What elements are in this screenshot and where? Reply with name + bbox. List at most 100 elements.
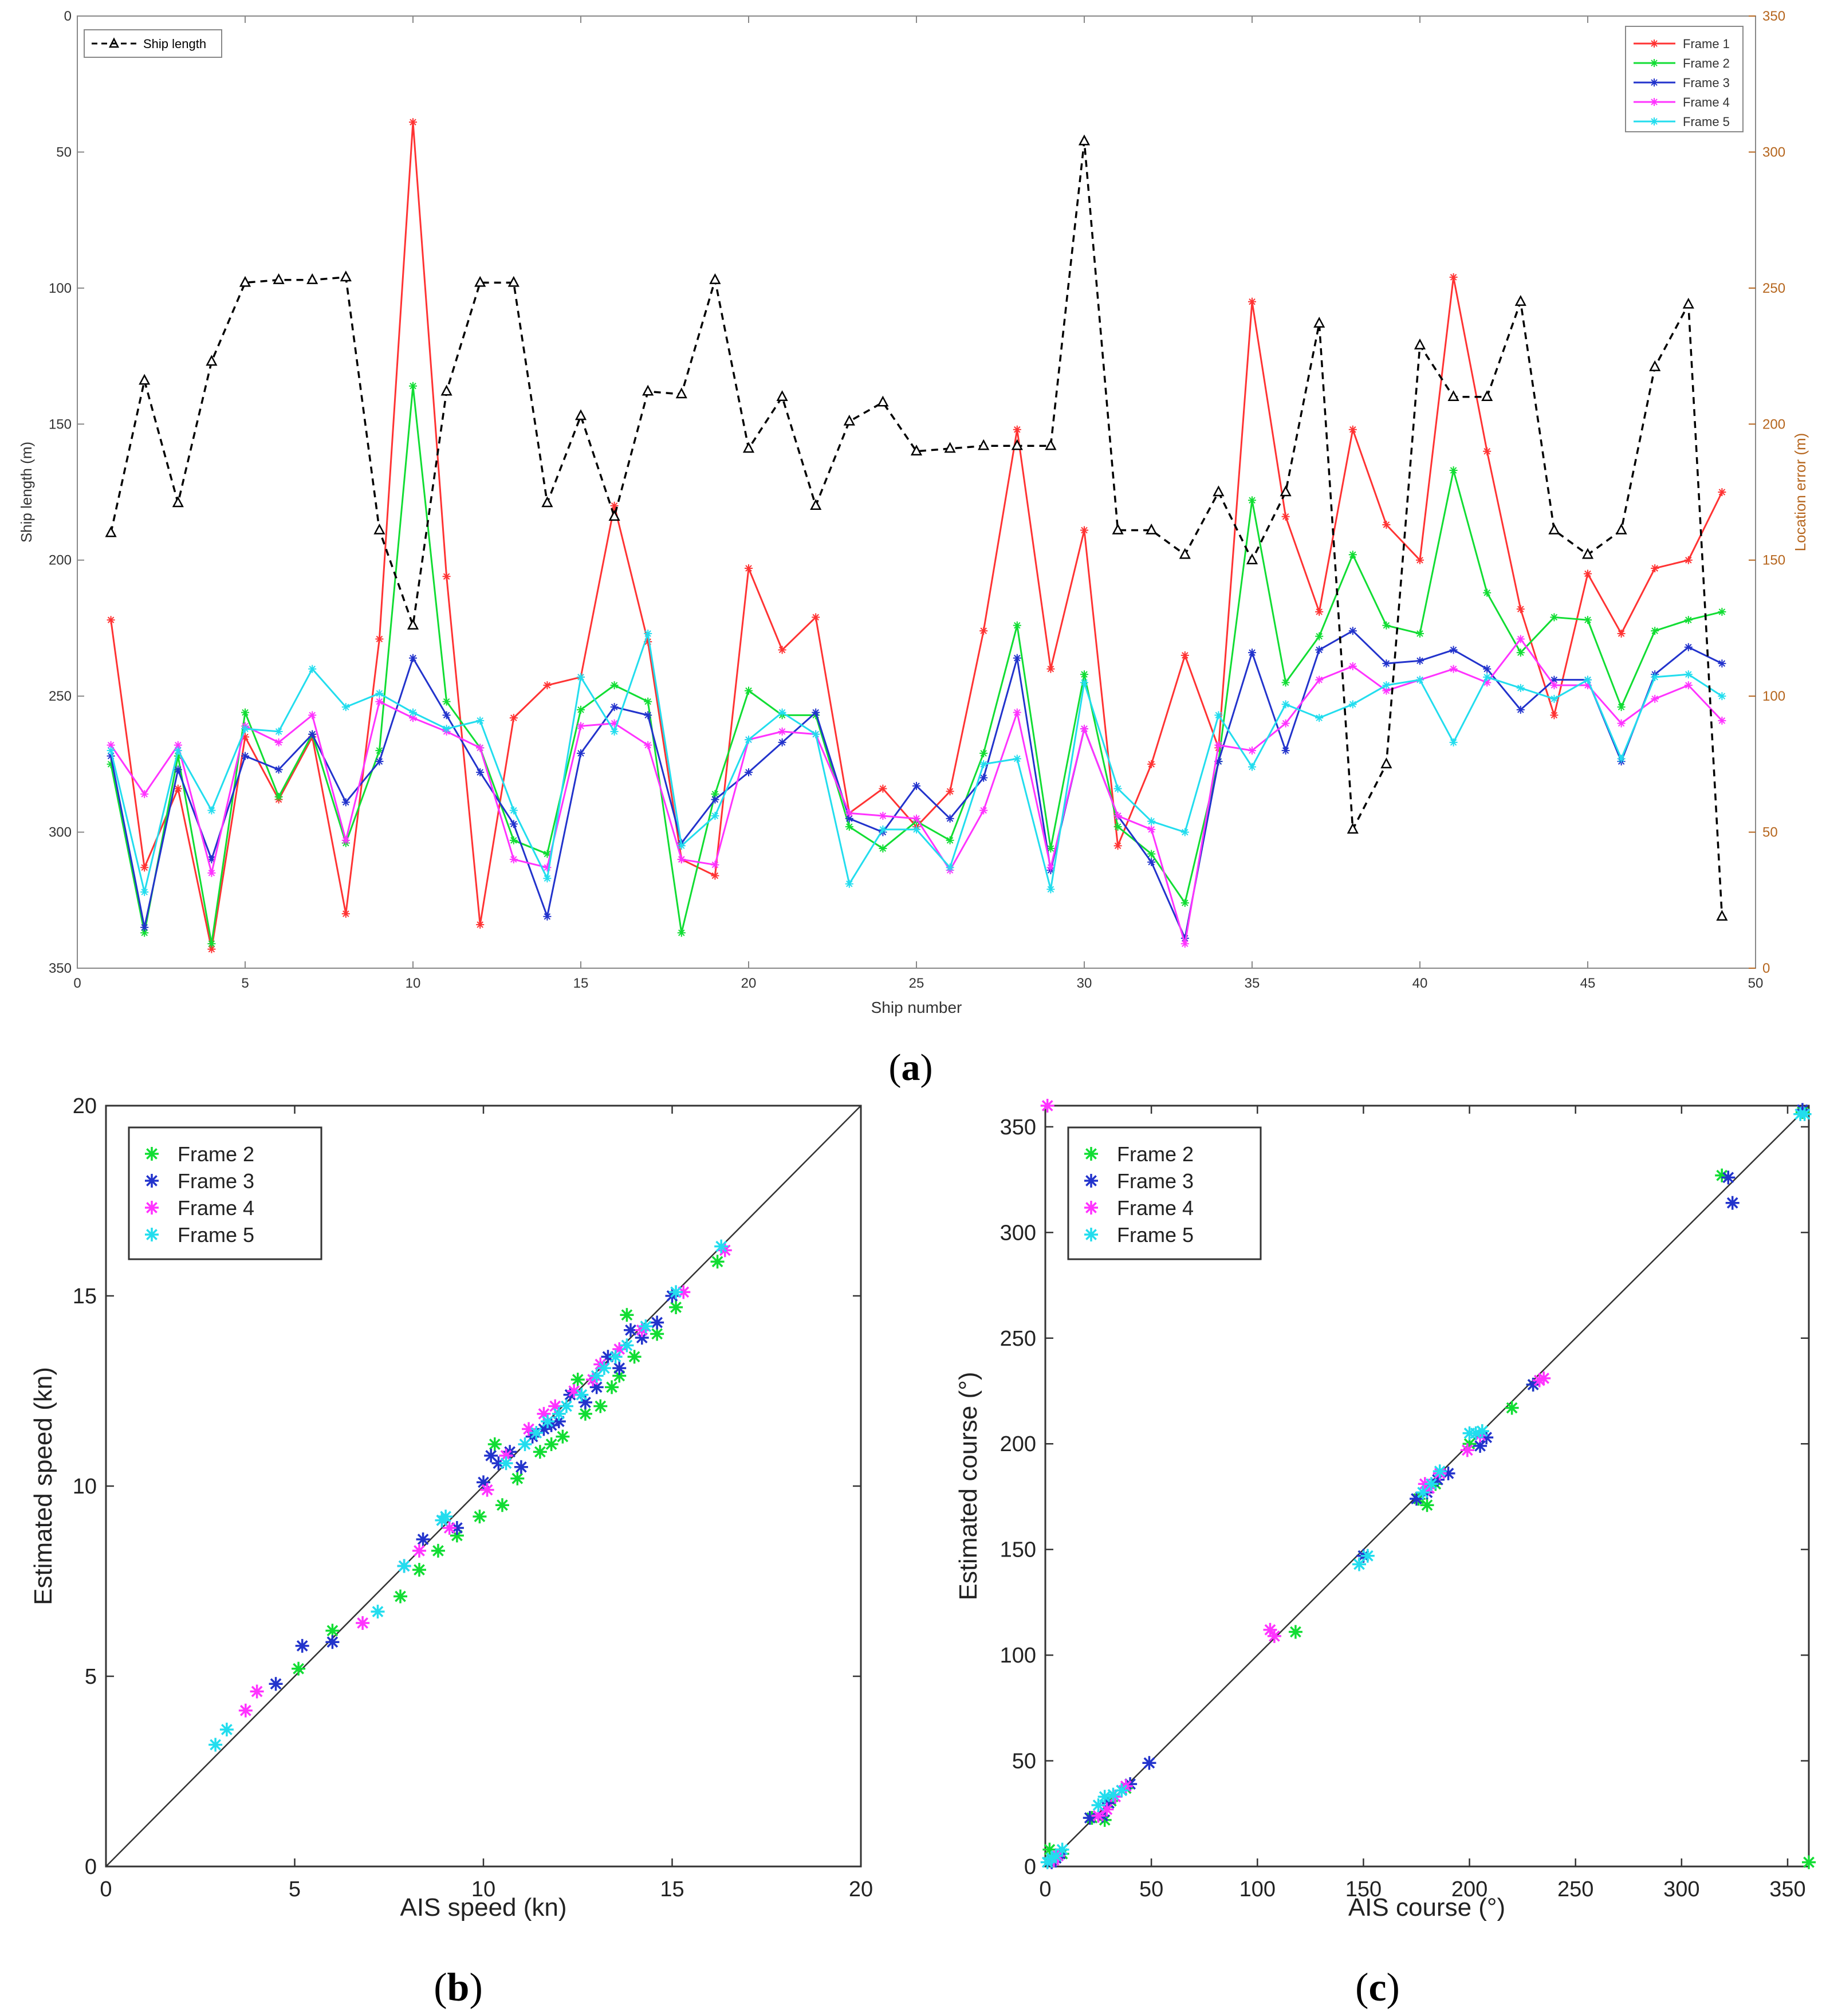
data-point (1113, 842, 1122, 850)
data-point (407, 619, 419, 630)
data-point (1550, 694, 1559, 703)
left-y-tick-label: 250 (49, 689, 72, 704)
data-point (140, 790, 149, 799)
panel-a-left-legend-box (84, 29, 222, 58)
data-point (912, 825, 920, 834)
data-point (812, 730, 820, 738)
data-point (1347, 823, 1359, 834)
data-point (1146, 523, 1158, 535)
data-point (412, 1543, 426, 1558)
data-point (1514, 294, 1526, 306)
data-point (1684, 556, 1693, 564)
data-point (140, 923, 149, 932)
series-frame-4 (107, 635, 1726, 948)
data-point (518, 1437, 532, 1451)
data-point (1617, 719, 1626, 728)
data-point (1142, 1756, 1156, 1770)
data-point (139, 374, 151, 385)
data-point (577, 749, 585, 757)
data-point (1581, 548, 1594, 559)
data-point (1180, 828, 1189, 836)
data-point (1113, 784, 1122, 793)
left-y-tick-label: 50 (56, 144, 72, 160)
x-tick-label: 100 (1239, 1877, 1276, 1901)
data-point (529, 1426, 544, 1440)
data-point (541, 496, 553, 508)
data-point (1315, 714, 1324, 722)
data-point (476, 768, 485, 777)
legend-entry-frame-5: Frame 5 (1634, 115, 1730, 129)
data-point (1550, 681, 1559, 690)
data-point (269, 1677, 283, 1691)
data-point (577, 705, 585, 714)
x-tick-label: 250 (1557, 1877, 1593, 1901)
data-point (1013, 708, 1021, 717)
x-tick-label: 35 (1245, 976, 1260, 991)
data-point (510, 1471, 525, 1486)
x-tick-label: 45 (1580, 976, 1596, 991)
data-point (1584, 569, 1592, 578)
data-point (1180, 651, 1189, 659)
asterisk-marker-icon (1084, 1147, 1098, 1161)
data-point (1147, 817, 1156, 826)
data-point (1802, 1855, 1816, 1869)
data-point (1315, 675, 1324, 684)
panel-a: 0 5 10 15 20 25 30 35 40 45 50 0501001502002503003… (18, 9, 1809, 1088)
data-point (810, 499, 822, 510)
data-point (308, 711, 317, 720)
left-y-tick-label: 150 (49, 416, 72, 432)
data-point (1483, 673, 1492, 681)
data-point (650, 1315, 664, 1330)
triangle-marker-icon (108, 37, 120, 48)
data-point (944, 442, 956, 453)
asterisk-marker-icon (145, 1201, 159, 1215)
data-point (1449, 273, 1458, 281)
data-point (1483, 665, 1492, 673)
data-point (1112, 523, 1124, 535)
data-point (1718, 488, 1726, 496)
data-point (608, 1350, 623, 1364)
data-point (431, 1543, 445, 1558)
x-tick-label: 50 (1139, 1877, 1163, 1901)
legend-label: Frame 4 (178, 1196, 254, 1220)
series-ship-length (105, 134, 1728, 921)
data-point (1416, 556, 1424, 564)
data-point (1011, 439, 1023, 450)
data-point (341, 910, 350, 918)
data-point (1080, 670, 1088, 679)
data-point (1718, 716, 1726, 725)
legend-label: Frame 5 (1683, 115, 1730, 129)
data-point (778, 738, 786, 746)
data-point (476, 716, 485, 725)
data-point (474, 276, 486, 287)
legend-label: Frame 2 (1683, 56, 1730, 70)
data-point (812, 613, 820, 622)
data-point (397, 1559, 411, 1573)
data-point (1280, 485, 1292, 497)
data-point (610, 501, 619, 510)
data-point (1115, 1783, 1129, 1798)
right-y-tick-label: 250 (1762, 281, 1785, 296)
data-point (274, 727, 283, 736)
right-y-tick-label: 50 (1762, 825, 1778, 840)
data-point (644, 697, 652, 706)
data-point (1651, 564, 1659, 572)
data-point (274, 738, 283, 746)
data-point (644, 711, 652, 720)
data-point (912, 814, 920, 823)
data-point (946, 787, 954, 796)
data-point (509, 714, 518, 722)
data-point (1382, 520, 1391, 529)
data-point (325, 1635, 340, 1649)
data-point (879, 784, 887, 793)
data-point (1091, 1798, 1105, 1813)
data-point (627, 1350, 642, 1364)
data-point (612, 1361, 627, 1376)
data-point (341, 703, 350, 712)
data-point (1721, 1170, 1736, 1185)
data-point (912, 781, 920, 790)
data-point (140, 888, 149, 897)
data-point (570, 1373, 585, 1387)
data-point (1416, 1486, 1430, 1500)
data-point (610, 727, 619, 736)
